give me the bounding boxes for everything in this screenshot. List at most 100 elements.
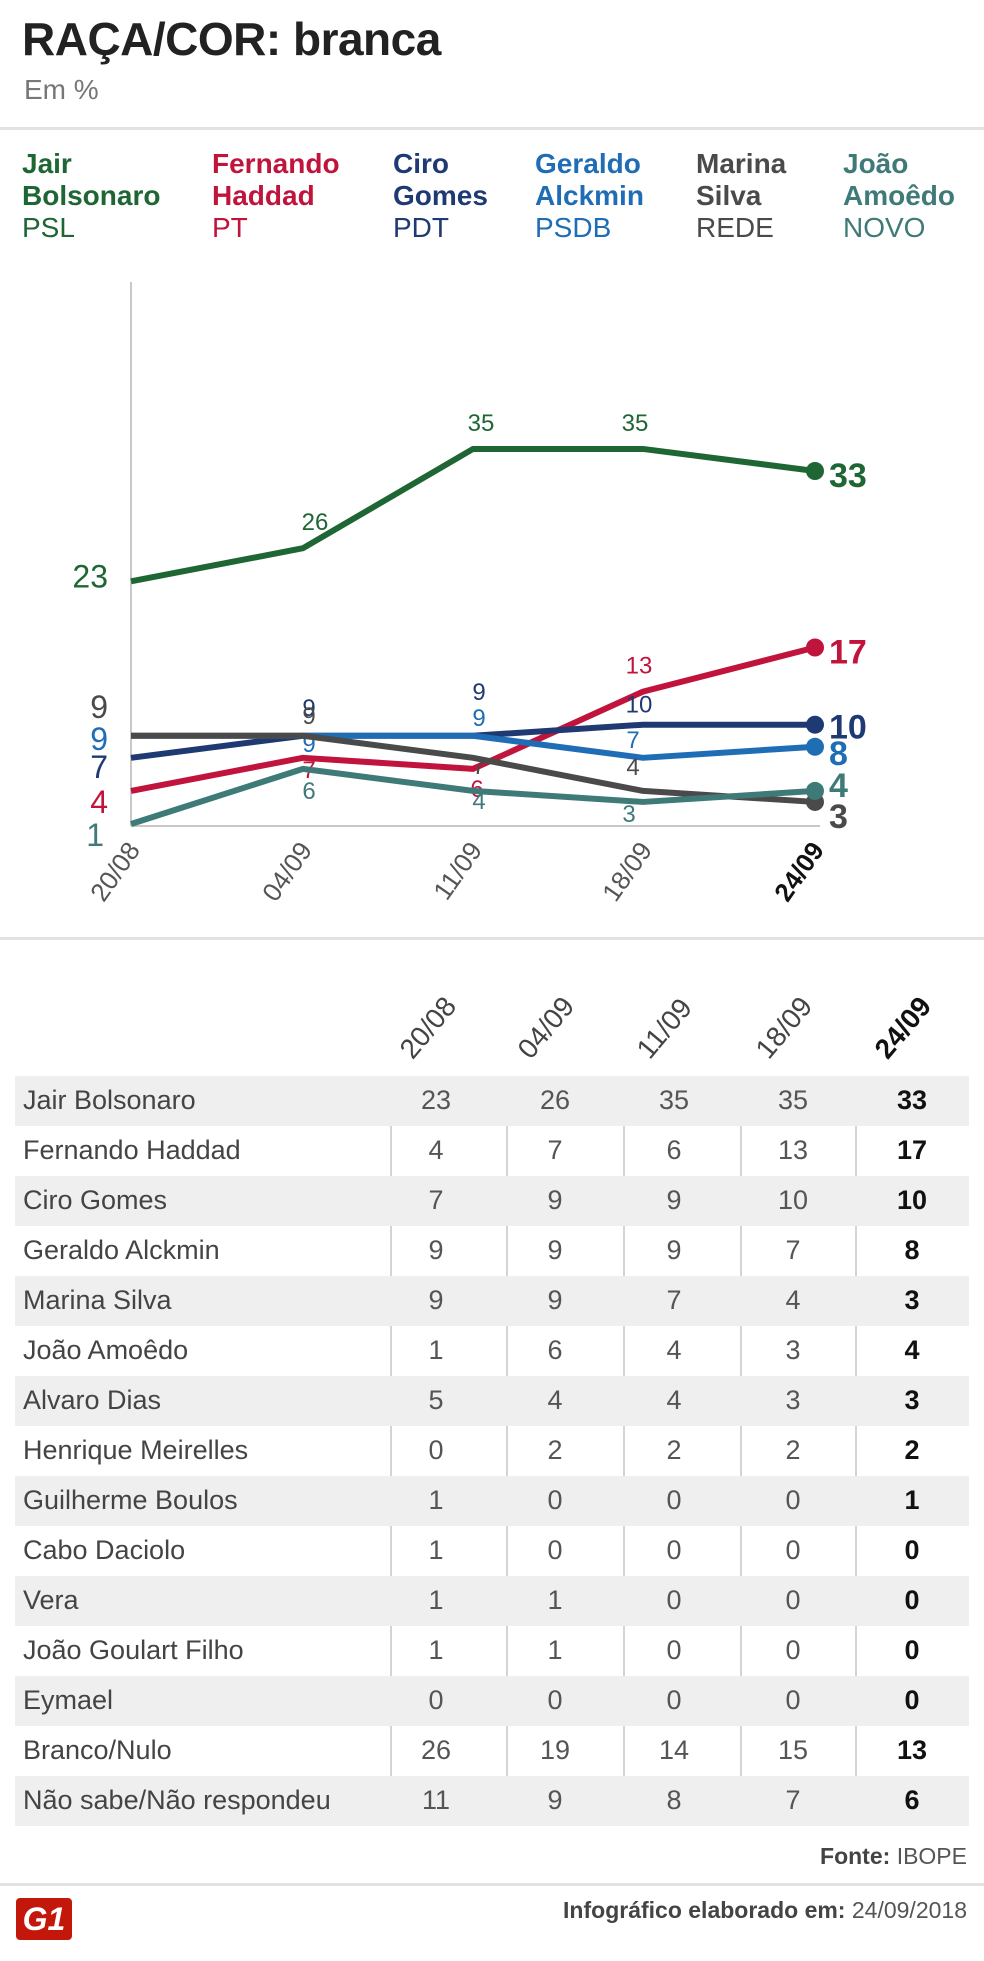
- page-subtitle: Em %: [24, 74, 99, 105]
- table-row: Fernando Haddad 4 7 6 13 17: [15, 1126, 969, 1176]
- data-label-end: 8: [829, 735, 848, 773]
- table-cell: 0: [904, 1585, 920, 1615]
- divider: [0, 127, 984, 130]
- row-label: João Amoêdo: [23, 1335, 189, 1365]
- legend-name: Marina: [696, 148, 787, 179]
- legend-item: Ciro Gomes PDT: [393, 148, 488, 244]
- table-cell: 0: [666, 1535, 682, 1565]
- table-cell: 9: [547, 1185, 563, 1215]
- table-cell: 8: [904, 1235, 920, 1265]
- table-cell: 0: [547, 1485, 563, 1515]
- table-cell: 0: [904, 1535, 920, 1565]
- data-label: 9: [302, 695, 315, 722]
- x-tick-label: 18/09: [596, 836, 658, 907]
- legend-party: REDE: [696, 212, 774, 243]
- legend-party: PSL: [22, 212, 75, 243]
- column-header: 11/09: [630, 992, 698, 1065]
- table-cell: 35: [658, 1085, 690, 1115]
- table-cell: 0: [785, 1585, 801, 1615]
- made-date: Infográfico elaborado em: 24/09/2018: [563, 1897, 967, 1924]
- legend-name: Gomes: [393, 180, 488, 211]
- legend: Jair Bolsonaro PSL Fernando Haddad PT Ciro Gome…: [0, 148, 984, 248]
- legend-name: Fernando: [212, 148, 340, 179]
- table-cell: 9: [428, 1285, 444, 1315]
- table-row: Guilherme Boulos 1 0 0 0 1: [15, 1476, 969, 1526]
- series-end-marker: [806, 715, 824, 734]
- table-cell: 7: [785, 1785, 801, 1815]
- table-row: Jair Bolsonaro 23 26 35 35 33: [15, 1076, 969, 1126]
- table-cell: 1: [428, 1485, 444, 1515]
- row-label: Eymael: [23, 1685, 114, 1715]
- table-cell: 6: [666, 1135, 682, 1165]
- source-value: IBOPE: [896, 1843, 967, 1869]
- made-label: Infográfico elaborado em:: [563, 1897, 846, 1923]
- series-line: [130, 445, 816, 585]
- series-end-marker: [806, 462, 824, 481]
- row-label: Fernando Haddad: [23, 1135, 241, 1165]
- data-label: 4: [626, 754, 639, 781]
- table-cell: 13: [896, 1735, 928, 1765]
- data-label-start: 9: [90, 689, 108, 725]
- table-cell: 0: [547, 1685, 563, 1715]
- table-row: Marina Silva 9 9 7 4 3: [15, 1276, 969, 1326]
- table-cell: 26: [420, 1735, 452, 1765]
- table-cell: 15: [777, 1735, 809, 1765]
- legend-item: Geraldo Alckmin PSDB: [535, 148, 644, 244]
- row-label: Marina Silva: [23, 1285, 172, 1315]
- table-cell: 0: [666, 1685, 682, 1715]
- data-label: 7: [472, 753, 485, 780]
- legend-party: PSDB: [535, 212, 612, 243]
- table-cell: 2: [785, 1435, 801, 1465]
- table-cell: 7: [785, 1235, 801, 1265]
- series-end-marker: [806, 638, 824, 657]
- table-row: Henrique Meirelles 0 2 2 2 2: [15, 1426, 969, 1476]
- column-divider: [740, 1076, 742, 1826]
- row-label: Guilherme Boulos: [23, 1485, 238, 1515]
- table-row: Cabo Daciolo 1 0 0 0 0: [15, 1526, 969, 1576]
- results-table: Jair Bolsonaro 23 26 35 35 33 Fernando Haddad 4…: [15, 1076, 969, 1826]
- g1-logo: G1: [16, 1898, 72, 1940]
- divider: [0, 1883, 984, 1886]
- table-cell: 3: [904, 1285, 920, 1315]
- table-cell: 10: [896, 1185, 928, 1215]
- data-label: 9: [302, 703, 315, 730]
- data-label: 4: [472, 788, 485, 815]
- data-label: 35: [622, 410, 649, 437]
- data-label-start: 7: [90, 749, 108, 785]
- table-cell: 0: [785, 1535, 801, 1565]
- legend-name: Ciro: [393, 148, 449, 179]
- x-tick-label: 04/09: [256, 836, 318, 907]
- table-cell: 3: [904, 1385, 920, 1415]
- table-cell: 1: [428, 1335, 444, 1365]
- data-label: 35: [468, 410, 495, 437]
- table-cell: 2: [547, 1435, 563, 1465]
- column-header: 04/09: [511, 990, 581, 1065]
- table-cell: 0: [666, 1485, 682, 1515]
- table-cell: 5: [428, 1385, 444, 1415]
- source-label: Fonte:: [820, 1843, 891, 1869]
- table-row: Não sabe/Não respondeu 11 9 8 7 6: [15, 1776, 969, 1826]
- column-divider: [855, 1076, 857, 1826]
- table-cell: 4: [666, 1335, 682, 1365]
- table-cell: 0: [904, 1635, 920, 1665]
- page-title: RAÇA/COR: branca: [22, 13, 441, 65]
- legend-name: Geraldo: [535, 148, 641, 179]
- legend-item: Jair Bolsonaro PSL: [22, 148, 160, 244]
- data-label: 9: [472, 679, 485, 706]
- legend-party: NOVO: [843, 212, 926, 243]
- table-header: 20/08 04/09 11/09 18/09 24/09: [0, 975, 984, 1065]
- data-label-end: 10: [829, 709, 867, 747]
- table-cell: 0: [785, 1635, 801, 1665]
- table-cell: 0: [785, 1685, 801, 1715]
- table-cell: 7: [666, 1285, 682, 1315]
- row-label: Alvaro Dias: [23, 1385, 162, 1415]
- legend-name: Amoêdo: [843, 180, 955, 211]
- series-line: [131, 732, 816, 805]
- source-credit: Fonte: IBOPE: [820, 1843, 967, 1870]
- data-label: 9: [472, 705, 485, 732]
- table-cell: 9: [666, 1235, 682, 1265]
- data-label-end: 17: [829, 634, 867, 672]
- table-cell: 0: [785, 1485, 801, 1515]
- row-label: Não sabe/Não respondeu: [23, 1785, 331, 1815]
- data-label-end: 33: [829, 457, 867, 495]
